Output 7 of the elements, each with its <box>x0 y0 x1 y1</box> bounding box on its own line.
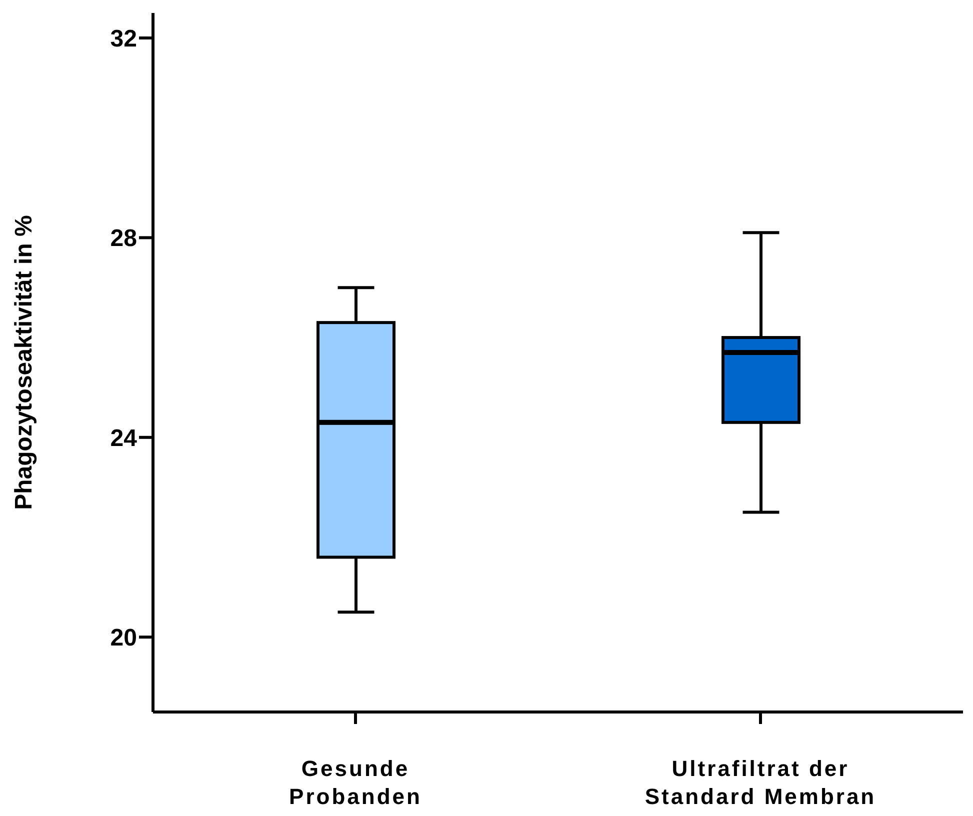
y-tick-label: 24 <box>110 424 138 452</box>
x-tick-label: Ultrafiltrat der Standard Membran <box>644 756 876 809</box>
x-tick-label: Gesunde Probanden <box>289 756 422 809</box>
y-tick-label: 20 <box>110 624 137 652</box>
y-axis-title: Phagozytoseaktivität in % <box>10 215 38 510</box>
y-tick-label: 32 <box>110 25 137 52</box>
y-tick-label: 28 <box>110 225 137 252</box>
